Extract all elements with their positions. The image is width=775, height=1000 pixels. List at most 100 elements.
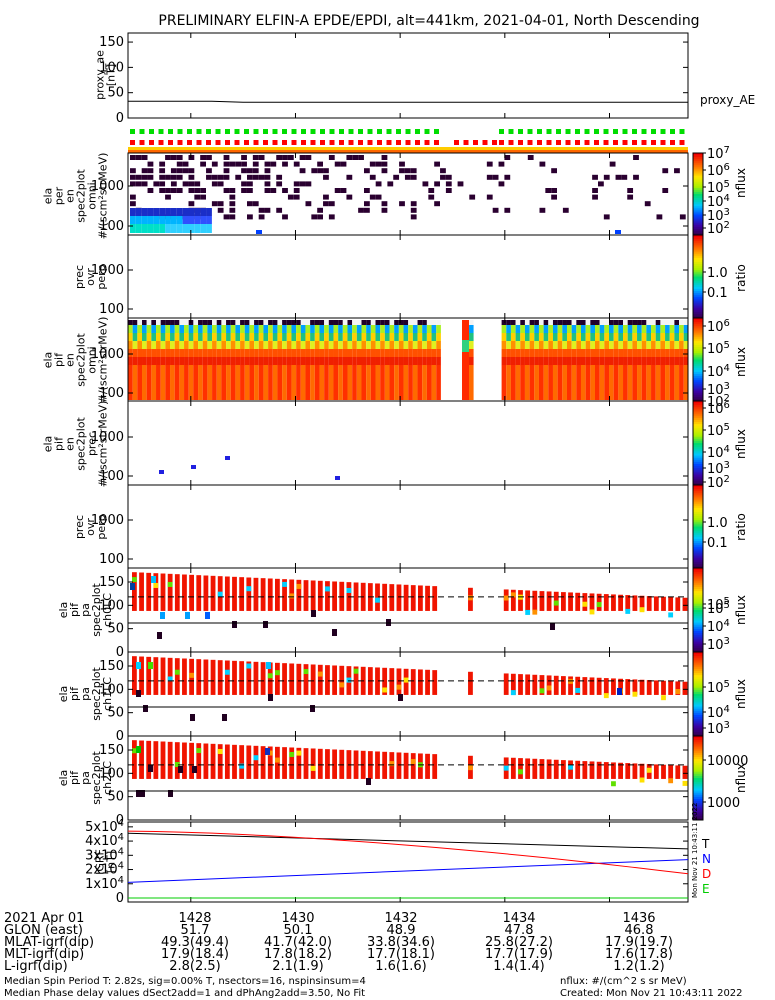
- spectrogram-cell: [613, 349, 619, 358]
- spectrogram-cell: [665, 320, 670, 325]
- spectrogram-cell: [637, 365, 642, 400]
- spectrogram-cell: [146, 320, 152, 325]
- pa-cell: [346, 677, 352, 683]
- pa-cell: [553, 600, 559, 606]
- colorbar-segment: [693, 639, 703, 642]
- spectrogram-cell: [398, 357, 404, 366]
- spectrogram-cell: [142, 333, 147, 342]
- flag-square: [613, 140, 618, 145]
- y-tick-label: 50: [107, 86, 124, 101]
- spectrogram-cell: [422, 365, 427, 400]
- spectrogram-cell: [130, 155, 136, 160]
- pa-cell: [675, 681, 681, 695]
- spectrogram-cell: [263, 325, 269, 334]
- pa-cell: [136, 746, 141, 753]
- spectrogram-cell: [188, 341, 194, 350]
- spectrogram-cell: [176, 208, 183, 216]
- spectrogram-cell: [595, 341, 600, 350]
- colorbar-tick-label: 106: [707, 318, 730, 335]
- pa-cell: [353, 666, 359, 695]
- pa-cell: [553, 759, 559, 779]
- spectrogram-cell: [132, 333, 138, 342]
- spectrogram-cell: [380, 357, 385, 366]
- y-tick-label: 1x104: [85, 875, 124, 892]
- spectrogram-cell: [291, 365, 297, 400]
- spectrogram-cell: [506, 333, 511, 342]
- spectrogram-cell: [380, 365, 385, 400]
- proxy-ae-line: [128, 100, 688, 103]
- spectrogram-cell: [632, 365, 638, 400]
- colorbar-segment: [693, 282, 703, 286]
- spectrogram-cell: [179, 325, 185, 334]
- spectrogram-cell: [399, 201, 405, 207]
- colorbar-segment: [693, 786, 703, 789]
- pa-cell: [132, 577, 137, 583]
- igrf-line-N: [127, 859, 689, 883]
- spectrogram-cell: [184, 333, 189, 342]
- flag-square: [434, 129, 439, 134]
- pa-cell: [224, 660, 230, 695]
- flag-square: [367, 140, 373, 145]
- spectrogram-cell: [375, 333, 381, 342]
- spectrogram-cell: [399, 161, 405, 167]
- spectrogram-cell: [557, 325, 563, 334]
- spectrogram-cell: [627, 320, 633, 325]
- pa-cell: [396, 752, 402, 779]
- ylabel-line: spec2plot: [90, 751, 103, 805]
- spectrogram-cell: [342, 357, 348, 366]
- spectrogram-cell: [216, 341, 222, 350]
- pa-cell: [425, 585, 430, 611]
- colorbar-segment: [693, 342, 703, 346]
- spectrogram-cell: [679, 365, 684, 400]
- pa-cell: [639, 679, 645, 695]
- pa-cell: [196, 743, 202, 779]
- spectrogram-cell: [188, 224, 195, 233]
- colorbar-segment: [693, 754, 703, 758]
- colorbar-segment: [693, 570, 703, 573]
- spectrogram-cell: [258, 333, 264, 342]
- colorbar-segment: [693, 417, 703, 421]
- colorbar-segment: [693, 643, 703, 647]
- spectrogram-cell: [603, 174, 610, 180]
- colorbar-tick-label: 105: [707, 179, 730, 196]
- spectrogram-cell: [179, 349, 185, 358]
- spectrogram-cell: [552, 325, 558, 334]
- spectrogram-cell: [468, 333, 474, 342]
- pa-cell: [503, 765, 509, 771]
- colorbar-segment: [693, 559, 703, 563]
- spectrogram-cell: [524, 357, 530, 366]
- spectrogram-cell: [403, 349, 409, 358]
- spectrogram-cell: [135, 181, 142, 187]
- spectrogram-cell: [394, 357, 399, 366]
- pa-cell: [132, 572, 137, 611]
- flag-square: [556, 140, 561, 145]
- pa-cell: [646, 680, 652, 695]
- spectrogram-cell: [604, 357, 610, 366]
- colorbar-tick-label: 1.0: [707, 266, 728, 281]
- pa-cell: [668, 612, 674, 618]
- spectrogram-cell: [184, 341, 189, 350]
- flag-square: [632, 140, 637, 145]
- spectrogram-cell: [268, 320, 273, 325]
- spectrogram-cell: [305, 155, 312, 160]
- spectrogram-cell: [665, 333, 670, 342]
- spectrogram-cell: [200, 224, 207, 233]
- colorbar-label-text: nflux: [734, 595, 748, 625]
- spectrogram-cell: [141, 224, 148, 233]
- spectrogram-cell: [176, 224, 183, 233]
- spectrogram-cell: [361, 341, 367, 350]
- colorbar-segment: [693, 561, 703, 565]
- spectrogram-cell: [436, 349, 441, 358]
- colorbar-segment: [693, 729, 703, 733]
- spectrogram-cell: [422, 325, 427, 334]
- spectrogram-cell: [258, 207, 265, 213]
- colorbar-segment: [693, 524, 703, 527]
- spectrogram-cell: [346, 194, 353, 200]
- colorbar-segment: [693, 301, 703, 304]
- spectrogram-cell: [170, 168, 177, 174]
- spectrogram-cell: [543, 320, 549, 325]
- pa-cell: [653, 680, 659, 695]
- spectrogram-cell: [412, 357, 418, 366]
- flag-square: [463, 140, 469, 145]
- colorbar-segment: [693, 474, 703, 478]
